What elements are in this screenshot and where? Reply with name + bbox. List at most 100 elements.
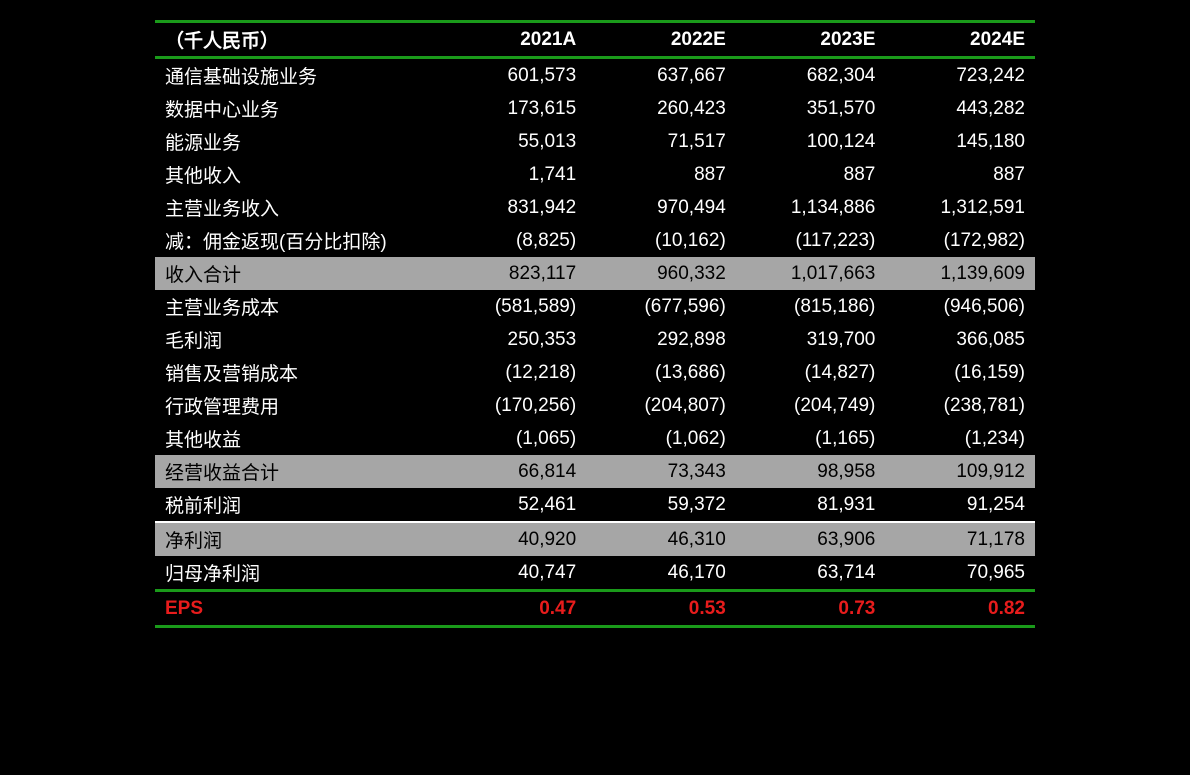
- row-label: 数据中心业务: [155, 92, 437, 125]
- table-row: 能源业务55,01371,517100,124145,180: [155, 125, 1035, 158]
- row-value: 443,282: [885, 92, 1035, 125]
- row-value: 46,310: [586, 522, 736, 556]
- row-value: 723,242: [885, 58, 1035, 93]
- row-value: 100,124: [736, 125, 886, 158]
- row-value: 0.82: [885, 591, 1035, 627]
- table-row: 行政管理费用(170,256)(204,807)(204,749)(238,78…: [155, 389, 1035, 422]
- row-value: 91,254: [885, 488, 1035, 522]
- table-row: 主营业务成本(581,589)(677,596)(815,186)(946,50…: [155, 290, 1035, 323]
- row-value: 682,304: [736, 58, 886, 93]
- row-value: (172,982): [885, 224, 1035, 257]
- row-value: (170,256): [437, 389, 587, 422]
- row-label: 其他收益: [155, 422, 437, 455]
- row-value: 319,700: [736, 323, 886, 356]
- row-label: 减：佣金返现(百分比扣除): [155, 224, 437, 257]
- row-value: 1,017,663: [736, 257, 886, 290]
- row-value: (815,186): [736, 290, 886, 323]
- col-header-2023: 2023E: [736, 22, 886, 58]
- table-row: 净利润40,92046,31063,90671,178: [155, 522, 1035, 556]
- row-value: (14,827): [736, 356, 886, 389]
- row-label: 毛利润: [155, 323, 437, 356]
- row-value: (581,589): [437, 290, 587, 323]
- row-value: 59,372: [586, 488, 736, 522]
- row-value: 46,170: [586, 556, 736, 591]
- col-header-label: （千人民币）: [155, 22, 437, 58]
- row-value: 66,814: [437, 455, 587, 488]
- row-value: 366,085: [885, 323, 1035, 356]
- table: （千人民币） 2021A 2022E 2023E 2024E 通信基础设施业务6…: [155, 20, 1035, 628]
- table-row: 税前利润52,46159,37281,93191,254: [155, 488, 1035, 522]
- table-row: 其他收益(1,065)(1,062)(1,165)(1,234): [155, 422, 1035, 455]
- row-label: 净利润: [155, 522, 437, 556]
- financial-table: （千人民币） 2021A 2022E 2023E 2024E 通信基础设施业务6…: [155, 20, 1035, 628]
- row-label: 行政管理费用: [155, 389, 437, 422]
- row-value: 0.47: [437, 591, 587, 627]
- row-value: 970,494: [586, 191, 736, 224]
- col-header-2022: 2022E: [586, 22, 736, 58]
- row-label: 税前利润: [155, 488, 437, 522]
- row-value: 81,931: [736, 488, 886, 522]
- table-row: 数据中心业务173,615260,423351,570443,282: [155, 92, 1035, 125]
- row-value: 887: [586, 158, 736, 191]
- row-value: 63,714: [736, 556, 886, 591]
- row-value: (10,162): [586, 224, 736, 257]
- row-value: 55,013: [437, 125, 587, 158]
- row-value: 70,965: [885, 556, 1035, 591]
- row-value: (1,234): [885, 422, 1035, 455]
- row-value: 1,312,591: [885, 191, 1035, 224]
- row-value: (677,596): [586, 290, 736, 323]
- table-row: 通信基础设施业务601,573637,667682,304723,242: [155, 58, 1035, 93]
- table-row: 毛利润250,353292,898319,700366,085: [155, 323, 1035, 356]
- table-row: EPS0.470.530.730.82: [155, 591, 1035, 627]
- row-value: 823,117: [437, 257, 587, 290]
- row-value: 109,912: [885, 455, 1035, 488]
- table-row: 其他收入1,741887887887: [155, 158, 1035, 191]
- row-value: 173,615: [437, 92, 587, 125]
- row-value: 887: [736, 158, 886, 191]
- row-value: (238,781): [885, 389, 1035, 422]
- row-label: 其他收入: [155, 158, 437, 191]
- row-value: 292,898: [586, 323, 736, 356]
- row-value: 0.53: [586, 591, 736, 627]
- row-label: 销售及营销成本: [155, 356, 437, 389]
- row-value: 260,423: [586, 92, 736, 125]
- row-value: (16,159): [885, 356, 1035, 389]
- row-value: 601,573: [437, 58, 587, 93]
- row-value: 73,343: [586, 455, 736, 488]
- col-header-2021: 2021A: [437, 22, 587, 58]
- row-value: (946,506): [885, 290, 1035, 323]
- row-label: 经营收益合计: [155, 455, 437, 488]
- table-row: 减：佣金返现(百分比扣除)(8,825)(10,162)(117,223)(17…: [155, 224, 1035, 257]
- row-label: 通信基础设施业务: [155, 58, 437, 93]
- row-value: 250,353: [437, 323, 587, 356]
- table-row: 收入合计823,117960,3321,017,6631,139,609: [155, 257, 1035, 290]
- row-value: (117,223): [736, 224, 886, 257]
- row-value: 831,942: [437, 191, 587, 224]
- table-row: 主营业务收入831,942970,4941,134,8861,312,591: [155, 191, 1035, 224]
- table-header-row: （千人民币） 2021A 2022E 2023E 2024E: [155, 22, 1035, 58]
- row-value: 52,461: [437, 488, 587, 522]
- row-label: 能源业务: [155, 125, 437, 158]
- row-value: 351,570: [736, 92, 886, 125]
- row-label: 主营业务收入: [155, 191, 437, 224]
- row-value: 40,920: [437, 522, 587, 556]
- row-value: 1,134,886: [736, 191, 886, 224]
- row-value: (8,825): [437, 224, 587, 257]
- row-value: 960,332: [586, 257, 736, 290]
- row-value: 145,180: [885, 125, 1035, 158]
- row-label: 归母净利润: [155, 556, 437, 591]
- row-value: (1,065): [437, 422, 587, 455]
- table-row: 经营收益合计66,81473,34398,958109,912: [155, 455, 1035, 488]
- row-value: 71,517: [586, 125, 736, 158]
- row-value: 887: [885, 158, 1035, 191]
- row-value: (1,062): [586, 422, 736, 455]
- row-value: (13,686): [586, 356, 736, 389]
- table-row: 归母净利润40,74746,17063,71470,965: [155, 556, 1035, 591]
- row-value: (12,218): [437, 356, 587, 389]
- row-value: (204,807): [586, 389, 736, 422]
- row-value: (1,165): [736, 422, 886, 455]
- row-value: 71,178: [885, 522, 1035, 556]
- row-value: 40,747: [437, 556, 587, 591]
- row-label: 主营业务成本: [155, 290, 437, 323]
- row-value: 1,139,609: [885, 257, 1035, 290]
